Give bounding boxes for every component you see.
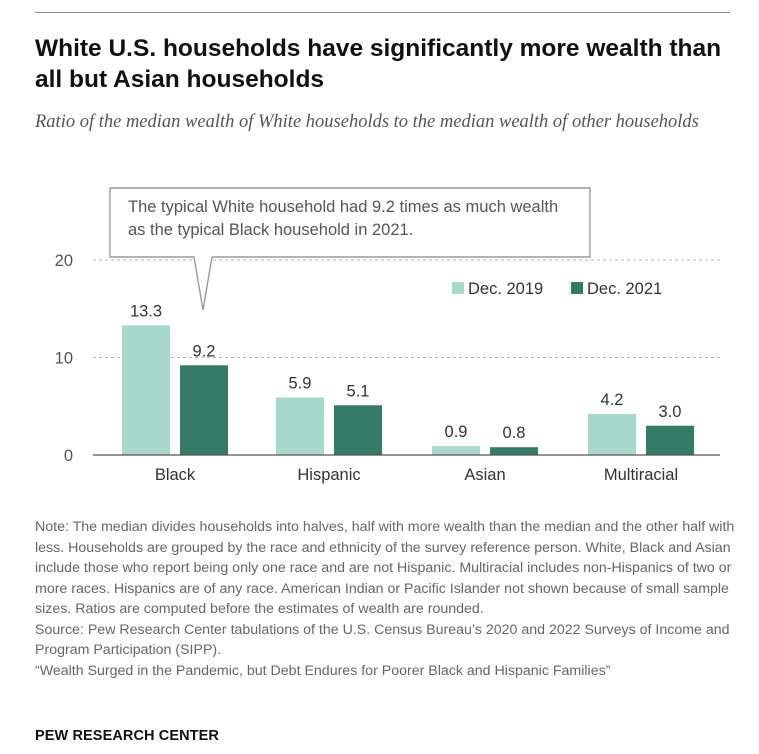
brand-logo-text: PEW RESEARCH CENTER [35,728,219,744]
bar-chart: 0 10 20 13.3 9.2 Black 5.9 5.1 Hispanic 0.9 0.8 Asi… [55,187,720,484]
chart-subtitle: Ratio of the median wealth of White hous… [35,112,699,132]
data-label: 4.2 [601,391,624,409]
bar-dec-2021-black [180,365,228,455]
y-tick-label: 20 [55,252,73,270]
bar-dec-2021-multiracial [646,425,694,455]
callout-box [109,187,591,311]
source-text: Source: Pew Research Center tabulations … [35,621,730,659]
legend-label: Dec. 2021 [587,280,662,298]
bar-dec-2021-asian [490,447,538,455]
legend-swatch-dec-2019 [452,282,464,294]
report-title: “Wealth Surged in the Pandemic, but Debt… [35,662,611,679]
bar-dec-2019-asian [432,446,480,455]
data-label: 3.0 [659,403,682,421]
data-label: 0.8 [503,424,526,442]
data-label: 13.3 [130,302,162,320]
legend-label: Dec. 2019 [468,280,543,298]
bar-dec-2019-hispanic [276,397,324,455]
data-label: 0.9 [445,423,468,441]
callout-text: The typical White household had 9.2 time… [128,198,559,239]
data-label: 9.2 [193,342,216,360]
bar-dec-2021-hispanic [334,405,382,455]
bar-dec-2019-black [122,325,170,455]
legend-swatch-dec-2021 [571,282,583,294]
top-rule [35,12,730,13]
chart-title: White U.S. households have significantly… [35,35,722,93]
footnotes: Note: The median divides households into… [35,517,735,681]
category-label-black: Black [155,466,196,484]
category-label-multiracial: Multiracial [604,466,678,484]
y-tick-label: 0 [64,447,73,465]
y-tick-label: 10 [55,350,73,368]
data-label: 5.9 [289,374,312,392]
category-label-hispanic: Hispanic [297,466,360,484]
data-label: 5.1 [347,382,370,400]
bar-dec-2019-multiracial [588,414,636,455]
note-text: Note: The median divides households into… [35,519,735,617]
category-label-asian: Asian [464,466,505,484]
